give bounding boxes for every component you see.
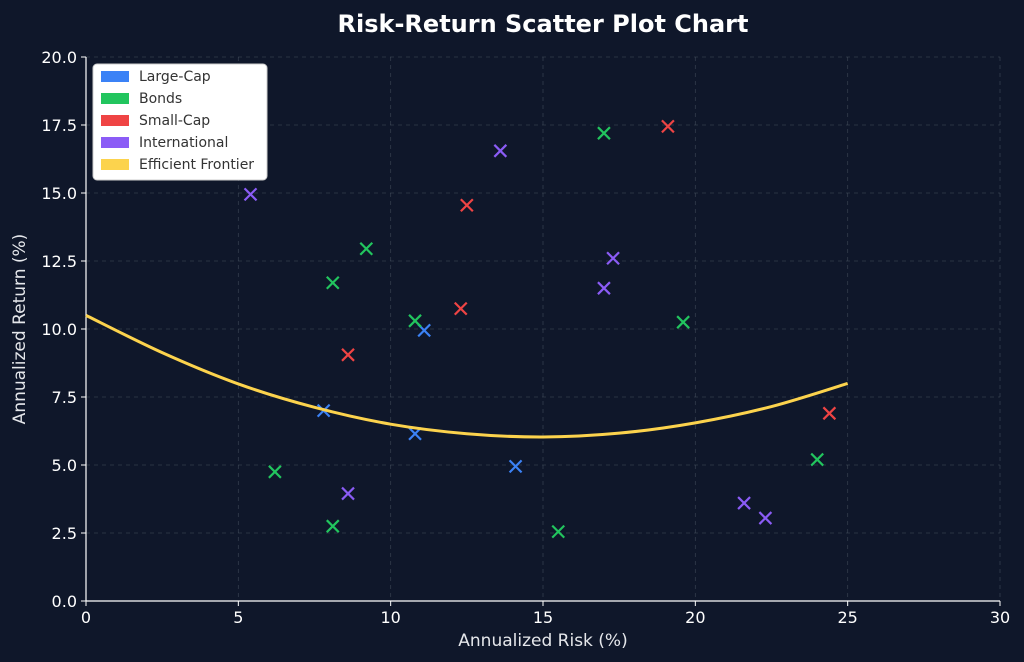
y-tick-label: 0.0 <box>52 592 77 611</box>
efficient-frontier-line <box>85 314 849 439</box>
data-point-bonds <box>676 315 690 329</box>
y-tick-label: 12.5 <box>41 252 77 271</box>
axes-layer: 0 5 10 15 20 25 30 0.0 2.5 5.0 7.5 10.0 12.5 15.0 17.5… <box>41 48 1010 627</box>
y-tick-label: 7.5 <box>52 388 77 407</box>
series-efficient-frontier <box>85 314 849 439</box>
y-tick-label: 5.0 <box>52 456 77 475</box>
legend-swatch <box>101 93 129 104</box>
data-point-international <box>341 486 355 501</box>
data-point-bonds <box>326 519 340 533</box>
data-point-international <box>758 511 773 525</box>
x-tick-label: 5 <box>233 608 243 627</box>
legend-label: Small-Cap <box>139 113 210 129</box>
chart-title: Risk-Return Scatter Plot Chart <box>338 10 749 38</box>
y-tick-label: 20.0 <box>41 48 77 67</box>
x-tick-label: 20 <box>685 608 705 627</box>
data-point-international <box>606 251 620 266</box>
legend-swatch <box>101 137 129 148</box>
x-tick-label: 30 <box>990 608 1010 627</box>
legend-swatch <box>101 159 129 170</box>
y-tick-label: 2.5 <box>52 524 77 543</box>
data-point-large-cap <box>508 459 523 474</box>
data-point-small-cap <box>822 406 837 421</box>
data-point-bonds <box>359 241 374 256</box>
data-point-bonds <box>810 452 824 467</box>
series-international <box>243 144 773 525</box>
legend-swatch <box>101 115 129 126</box>
data-point-bonds <box>597 126 611 140</box>
data-point-international <box>243 187 258 202</box>
y-tick-label: 17.5 <box>41 116 77 135</box>
data-point-international <box>493 144 508 158</box>
legend-item-small-cap: Small-Cap <box>101 113 210 129</box>
legend-label: Bonds <box>139 91 182 107</box>
series-small-cap <box>341 119 837 421</box>
series-layer <box>85 119 849 539</box>
legend-label: Efficient Frontier <box>139 157 254 173</box>
data-point-small-cap <box>460 198 474 213</box>
legend-label: Large-Cap <box>139 69 211 85</box>
legend-item-international: International <box>101 135 228 151</box>
data-point-small-cap <box>453 301 468 316</box>
legend-swatch <box>101 71 129 82</box>
legend-box <box>92 63 268 181</box>
x-tick-label: 10 <box>380 608 400 627</box>
series-large-cap <box>316 323 523 474</box>
legend-item-efficient-frontier: Efficient Frontier <box>101 157 254 173</box>
data-point-bonds <box>551 524 566 539</box>
legend-item-large-cap: Large-Cap <box>101 69 211 85</box>
y-tick-label: 15.0 <box>41 184 77 203</box>
legend-label: International <box>139 135 228 151</box>
data-point-international <box>737 496 751 510</box>
data-point-bonds <box>268 465 282 479</box>
legend-item-bonds: Bonds <box>101 91 182 107</box>
data-point-small-cap <box>341 348 355 362</box>
data-point-small-cap <box>661 119 675 134</box>
data-point-international <box>597 281 611 295</box>
x-tick-label: 25 <box>837 608 857 627</box>
data-point-bonds <box>326 275 340 290</box>
y-tick-label: 10.0 <box>41 320 77 339</box>
series-bonds <box>268 126 824 539</box>
x-tick-label: 15 <box>533 608 553 627</box>
x-tick-label: 0 <box>81 608 91 627</box>
x-axis-label: Annualized Risk (%) <box>458 631 627 651</box>
data-point-bonds <box>408 314 422 328</box>
legend: Large-Cap Bonds Small-Cap International Effi… <box>92 63 268 181</box>
y-axis-label: Annualized Return (%) <box>10 234 30 425</box>
